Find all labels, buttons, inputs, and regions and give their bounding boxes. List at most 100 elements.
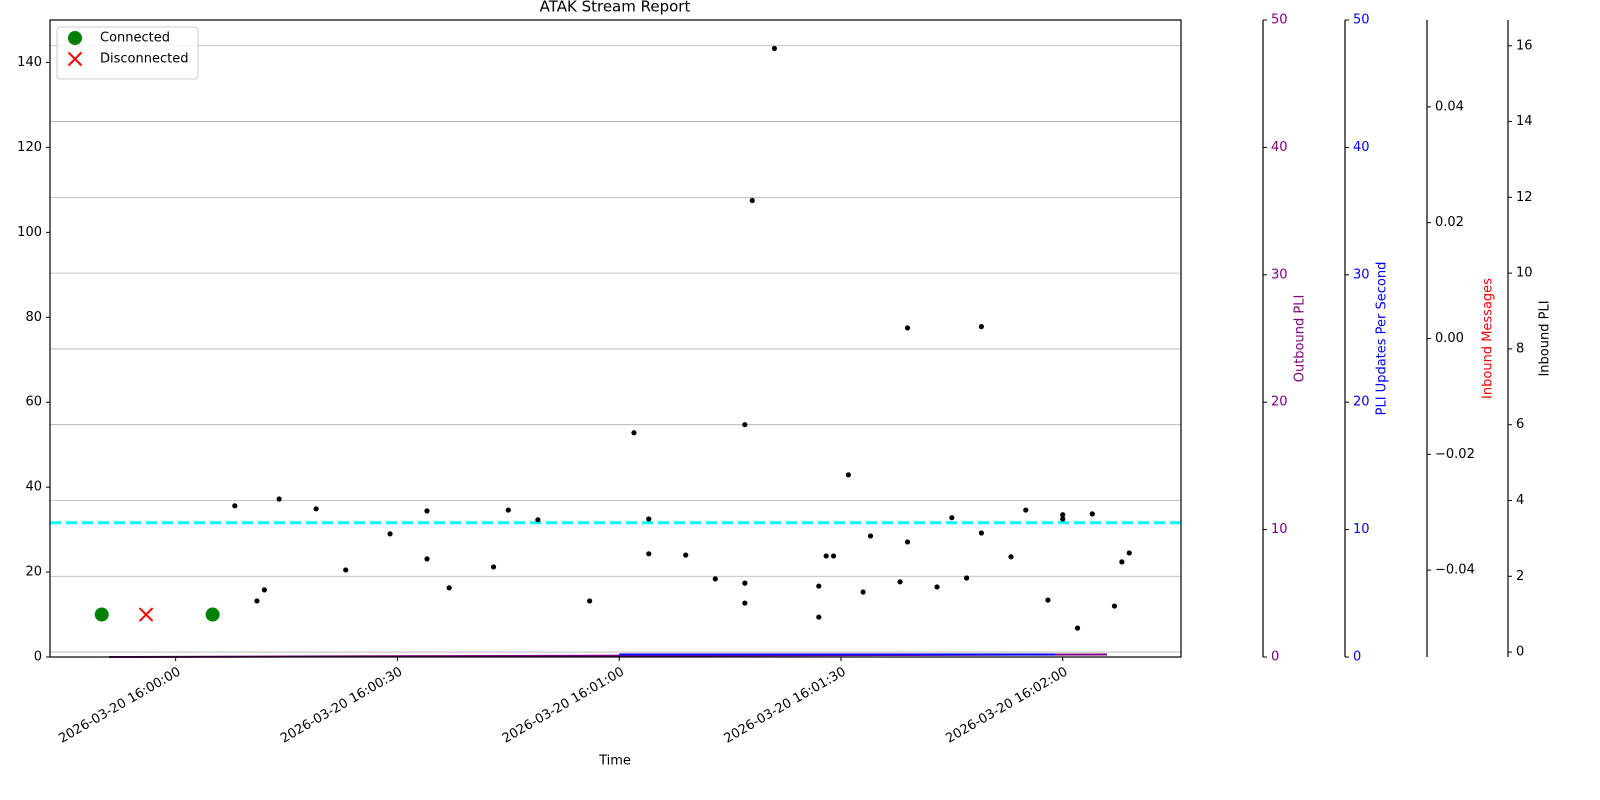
y-tick-label: 8	[1516, 341, 1524, 356]
y-tick-label: −0.04	[1435, 563, 1475, 578]
y-tick-label: 0.00	[1435, 331, 1464, 346]
data-point	[646, 551, 652, 557]
y-tick-label: 30	[1353, 267, 1370, 282]
y-tick-label: 60	[25, 395, 42, 410]
y-tick-label: 6	[1516, 417, 1524, 432]
legend-box	[56, 26, 199, 80]
data-point	[1023, 507, 1029, 513]
data-point	[904, 325, 911, 331]
data-point	[313, 506, 319, 512]
y-tick-label: −0.02	[1435, 447, 1475, 462]
data-point	[816, 614, 822, 620]
chart-title: ATAK Stream Report	[540, 0, 691, 16]
data-point	[261, 587, 267, 593]
y-tick-label: 100	[17, 225, 42, 240]
data-point	[505, 507, 511, 513]
y-tick-label: 20	[1271, 395, 1288, 410]
y-tick-label: 0.04	[1435, 99, 1464, 114]
data-point	[1060, 512, 1066, 518]
data-point	[1126, 550, 1132, 556]
axis-label: PLI Updates Per Second	[1375, 262, 1390, 416]
y-tick-label: 0	[1516, 645, 1524, 660]
data-point	[446, 585, 452, 591]
data-point	[343, 567, 349, 573]
data-point	[490, 564, 497, 570]
data-point	[683, 552, 689, 558]
y-tick-label: 10	[1271, 522, 1288, 537]
data-point	[646, 516, 652, 522]
y-tick-label: 0.02	[1435, 215, 1464, 230]
data-point	[934, 584, 940, 590]
y-tick-label: 0	[34, 650, 42, 665]
data-point	[1060, 516, 1066, 522]
data-point	[712, 576, 718, 582]
data-point	[1089, 511, 1095, 517]
data-point	[1074, 625, 1081, 631]
data-point	[387, 531, 393, 537]
data-point	[845, 472, 851, 478]
y-tick-label: 30	[1271, 267, 1288, 282]
data-point	[1111, 603, 1118, 609]
data-point	[949, 515, 955, 521]
data-point	[816, 583, 822, 589]
legend-marker	[68, 31, 82, 45]
y-tick-label: 10	[1516, 266, 1533, 281]
y-tick-label: 20	[25, 565, 42, 580]
y-tick-label: 0	[1353, 650, 1361, 665]
y-tick-label: 40	[1271, 140, 1288, 155]
y-tick-label: 12	[1516, 190, 1533, 205]
disconnected-marker	[138, 607, 154, 622]
y-tick-label: 80	[25, 310, 42, 325]
y-tick-label: 20	[1353, 395, 1370, 410]
data-point	[254, 598, 260, 604]
y-tick-label: 40	[25, 480, 42, 495]
legend: Connected Disconnected	[56, 26, 199, 80]
axis-label: Inbound PLI	[1538, 300, 1553, 376]
y-tick-label: 14	[1516, 114, 1533, 129]
legend-label: Disconnected	[100, 52, 188, 67]
data-point	[424, 508, 430, 514]
data-point	[587, 598, 593, 604]
legend-marker	[67, 51, 83, 67]
axis-label: Outbound PLI	[1293, 295, 1308, 383]
y-tick-label: 50	[1353, 13, 1370, 28]
data-point	[749, 197, 755, 204]
data-point	[830, 553, 837, 559]
data-point	[897, 579, 903, 585]
legend-label: Connected	[100, 31, 170, 46]
data-point	[232, 503, 238, 509]
data-point	[742, 580, 748, 586]
axis-label: Inbound Messages	[1481, 278, 1496, 399]
data-point	[276, 496, 282, 502]
data-point	[1045, 597, 1051, 603]
data-point	[742, 600, 748, 606]
y-tick-label: 4	[1516, 493, 1524, 508]
y-tick-label: 16	[1516, 38, 1533, 53]
y-tick-label: 40	[1353, 140, 1370, 155]
plot-frame	[49, 19, 1182, 658]
y-tick-label: 140	[17, 55, 42, 70]
data-point	[904, 539, 911, 545]
data-point	[535, 517, 541, 523]
y-tick-label: 10	[1353, 522, 1370, 537]
connected-marker	[94, 607, 109, 622]
connected-marker	[205, 607, 220, 622]
data-point	[424, 556, 430, 562]
y-tick-label: 0	[1271, 650, 1279, 665]
data-point	[978, 530, 985, 536]
data-point	[823, 553, 829, 559]
data-point	[1119, 559, 1125, 565]
data-point	[631, 430, 637, 436]
y-tick-label: 120	[17, 140, 42, 155]
data-point	[867, 533, 874, 539]
data-point	[978, 324, 985, 330]
x-axis-label: Time	[598, 754, 631, 769]
data-point	[771, 45, 778, 52]
data-point	[742, 422, 748, 428]
y-tick-label: 50	[1271, 13, 1288, 28]
data-point	[964, 575, 970, 581]
data-point	[1008, 554, 1014, 560]
y-tick-label: 2	[1516, 569, 1524, 584]
